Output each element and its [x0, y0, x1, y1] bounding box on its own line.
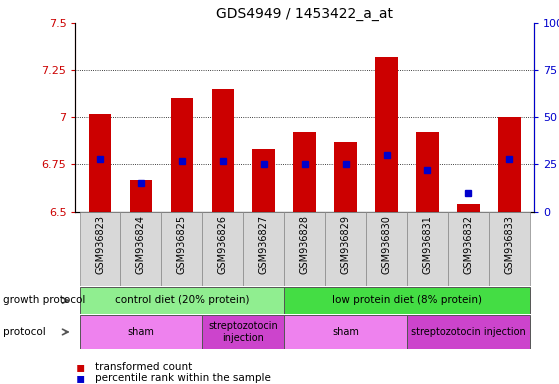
- Bar: [202, 212, 243, 286]
- Text: GSM936826: GSM936826: [218, 215, 228, 274]
- Text: growth protocol: growth protocol: [3, 295, 85, 306]
- Text: percentile rank within the sample: percentile rank within the sample: [95, 373, 271, 383]
- Bar: [79, 212, 121, 286]
- Bar: [448, 212, 489, 286]
- Title: GDS4949 / 1453422_a_at: GDS4949 / 1453422_a_at: [216, 7, 393, 21]
- Bar: [89, 114, 111, 212]
- Bar: [407, 315, 530, 349]
- Bar: [253, 149, 275, 212]
- Bar: [211, 89, 234, 212]
- Text: GSM936829: GSM936829: [340, 215, 350, 274]
- Text: streptozotocin injection: streptozotocin injection: [411, 327, 525, 337]
- Bar: [202, 315, 284, 349]
- Text: sham: sham: [332, 327, 359, 337]
- Bar: [79, 287, 284, 314]
- Bar: [407, 212, 448, 286]
- Text: sham: sham: [127, 327, 154, 337]
- Text: GSM936830: GSM936830: [381, 215, 391, 274]
- Bar: [489, 212, 530, 286]
- Bar: [79, 315, 202, 349]
- Bar: [416, 132, 439, 212]
- Text: GSM936824: GSM936824: [136, 215, 146, 274]
- Text: GSM936833: GSM936833: [504, 215, 514, 274]
- Bar: [243, 212, 284, 286]
- Bar: [293, 132, 316, 212]
- Bar: [284, 315, 407, 349]
- Text: GSM936831: GSM936831: [423, 215, 433, 274]
- Text: transformed count: transformed count: [95, 362, 192, 372]
- Bar: [162, 212, 202, 286]
- Text: GSM936827: GSM936827: [259, 215, 269, 275]
- Bar: [325, 212, 366, 286]
- Bar: [284, 212, 325, 286]
- Bar: [498, 118, 520, 212]
- Bar: [170, 98, 193, 212]
- Text: ▪: ▪: [75, 360, 85, 374]
- Text: GSM936832: GSM936832: [463, 215, 473, 274]
- Bar: [457, 204, 480, 212]
- Bar: [375, 57, 398, 212]
- Text: low protein diet (8% protein): low protein diet (8% protein): [332, 295, 482, 306]
- Text: GSM936825: GSM936825: [177, 215, 187, 275]
- Bar: [366, 212, 407, 286]
- Bar: [121, 212, 162, 286]
- Bar: [334, 142, 357, 212]
- Text: control diet (20% protein): control diet (20% protein): [115, 295, 249, 306]
- Text: streptozotocin
injection: streptozotocin injection: [209, 321, 278, 343]
- Text: protocol: protocol: [3, 327, 45, 337]
- Text: GSM936823: GSM936823: [95, 215, 105, 274]
- Bar: [284, 287, 530, 314]
- Bar: [130, 180, 152, 212]
- Text: ▪: ▪: [75, 371, 85, 384]
- Text: GSM936828: GSM936828: [300, 215, 310, 274]
